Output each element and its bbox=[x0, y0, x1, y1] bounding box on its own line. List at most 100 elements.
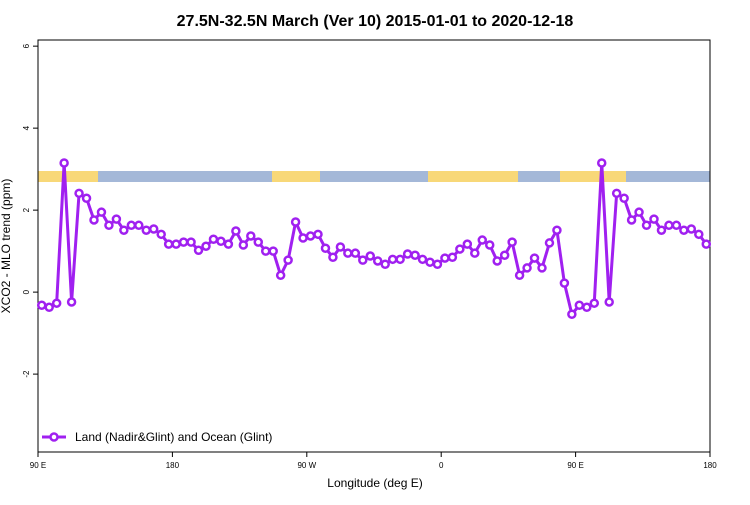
data-point bbox=[328, 252, 338, 263]
data-point bbox=[484, 240, 495, 250]
data-point bbox=[574, 300, 585, 310]
data-point bbox=[51, 298, 62, 308]
data-point bbox=[664, 220, 674, 231]
legend: Land (Nadir&Glint) and Ocean (Glint) bbox=[42, 430, 272, 444]
data-point bbox=[44, 302, 54, 313]
x-tick-label: 90 W bbox=[297, 461, 316, 470]
x-tick-label: 180 bbox=[703, 461, 717, 470]
data-point bbox=[178, 237, 189, 247]
data-point bbox=[447, 252, 458, 263]
data-point bbox=[96, 207, 107, 217]
data-point bbox=[410, 250, 420, 260]
x-axis-label: Longitude (deg E) bbox=[327, 476, 422, 490]
y-tick-label: 4 bbox=[22, 125, 31, 130]
data-point bbox=[380, 259, 390, 269]
land-band bbox=[560, 171, 626, 182]
data-point bbox=[611, 188, 622, 199]
y-tick-label: 2 bbox=[22, 207, 31, 212]
data-point bbox=[343, 248, 353, 258]
data-point bbox=[656, 225, 667, 235]
x-tick-label: 0 bbox=[439, 461, 444, 470]
data-point bbox=[223, 239, 234, 249]
data-point bbox=[148, 224, 159, 234]
data-point bbox=[626, 215, 637, 225]
data-point bbox=[425, 257, 435, 267]
data-point bbox=[529, 253, 540, 263]
y-axis-label: XCO2 - MLO trend (ppm) bbox=[0, 179, 13, 314]
data-point bbox=[253, 237, 264, 247]
data-point bbox=[335, 242, 346, 252]
data-point bbox=[350, 248, 361, 258]
y-tick-label: 6 bbox=[22, 43, 31, 48]
data-point bbox=[432, 259, 443, 269]
ocean-band bbox=[38, 171, 710, 182]
data-point bbox=[81, 193, 92, 203]
series-line bbox=[41, 161, 708, 316]
data-point bbox=[402, 249, 413, 259]
data-point bbox=[395, 254, 405, 265]
data-point bbox=[320, 243, 331, 254]
x-tick-label: 90 E bbox=[567, 461, 583, 470]
data-point bbox=[671, 220, 682, 231]
data-point bbox=[313, 229, 323, 240]
data-point bbox=[522, 263, 532, 273]
data-point bbox=[126, 220, 137, 231]
data-point bbox=[694, 229, 704, 240]
data-point bbox=[582, 302, 592, 313]
data-point bbox=[216, 236, 226, 247]
data-point bbox=[208, 234, 219, 244]
data-point bbox=[59, 158, 69, 168]
plot-frame bbox=[37, 39, 711, 453]
data-point bbox=[477, 235, 488, 245]
data-point bbox=[305, 231, 316, 241]
data-point bbox=[701, 239, 712, 249]
x-tick-label: 180 bbox=[166, 461, 180, 470]
chart-title: 27.5N-32.5N March (Ver 10) 2015-01-01 to… bbox=[177, 13, 574, 30]
data-point bbox=[111, 214, 122, 224]
data-point bbox=[193, 245, 204, 256]
data-point bbox=[634, 207, 644, 217]
data-point bbox=[163, 239, 174, 249]
data-point bbox=[619, 193, 629, 203]
data-point bbox=[74, 188, 84, 199]
data-point bbox=[275, 270, 286, 281]
data-point bbox=[462, 239, 473, 249]
data-point bbox=[171, 239, 181, 249]
data-point bbox=[201, 241, 211, 251]
data-point bbox=[365, 251, 376, 261]
data-point bbox=[372, 256, 383, 266]
data-point bbox=[507, 237, 517, 247]
data-point bbox=[455, 244, 465, 254]
data-point bbox=[514, 270, 525, 281]
data-point bbox=[260, 246, 271, 256]
legend-label: Land (Nadir&Glint) and Ocean (Glint) bbox=[75, 430, 272, 444]
data-point bbox=[604, 297, 614, 307]
data-point bbox=[298, 233, 308, 243]
data-point bbox=[156, 229, 166, 240]
data-point bbox=[641, 220, 652, 231]
x-tick-label: 90 E bbox=[30, 461, 46, 470]
data-point bbox=[492, 256, 502, 266]
data-point bbox=[119, 225, 129, 235]
data-point bbox=[589, 298, 600, 308]
data-point bbox=[686, 224, 697, 234]
y-tick-label: -2 bbox=[22, 370, 31, 378]
data-point bbox=[283, 255, 293, 265]
data-point bbox=[596, 158, 607, 168]
data-point bbox=[679, 225, 689, 235]
surface-band bbox=[38, 171, 710, 182]
land-band bbox=[38, 171, 98, 182]
data-point bbox=[231, 226, 241, 236]
data-point bbox=[104, 220, 114, 231]
data-point bbox=[66, 297, 77, 307]
data-point bbox=[559, 278, 570, 288]
data-point bbox=[649, 214, 659, 224]
data-point bbox=[238, 240, 249, 250]
data-point bbox=[246, 231, 256, 241]
data-point bbox=[544, 238, 555, 248]
y-tick-label: 0 bbox=[22, 289, 31, 294]
data-point bbox=[134, 220, 144, 231]
land-band bbox=[428, 171, 518, 182]
data-point bbox=[358, 255, 368, 265]
